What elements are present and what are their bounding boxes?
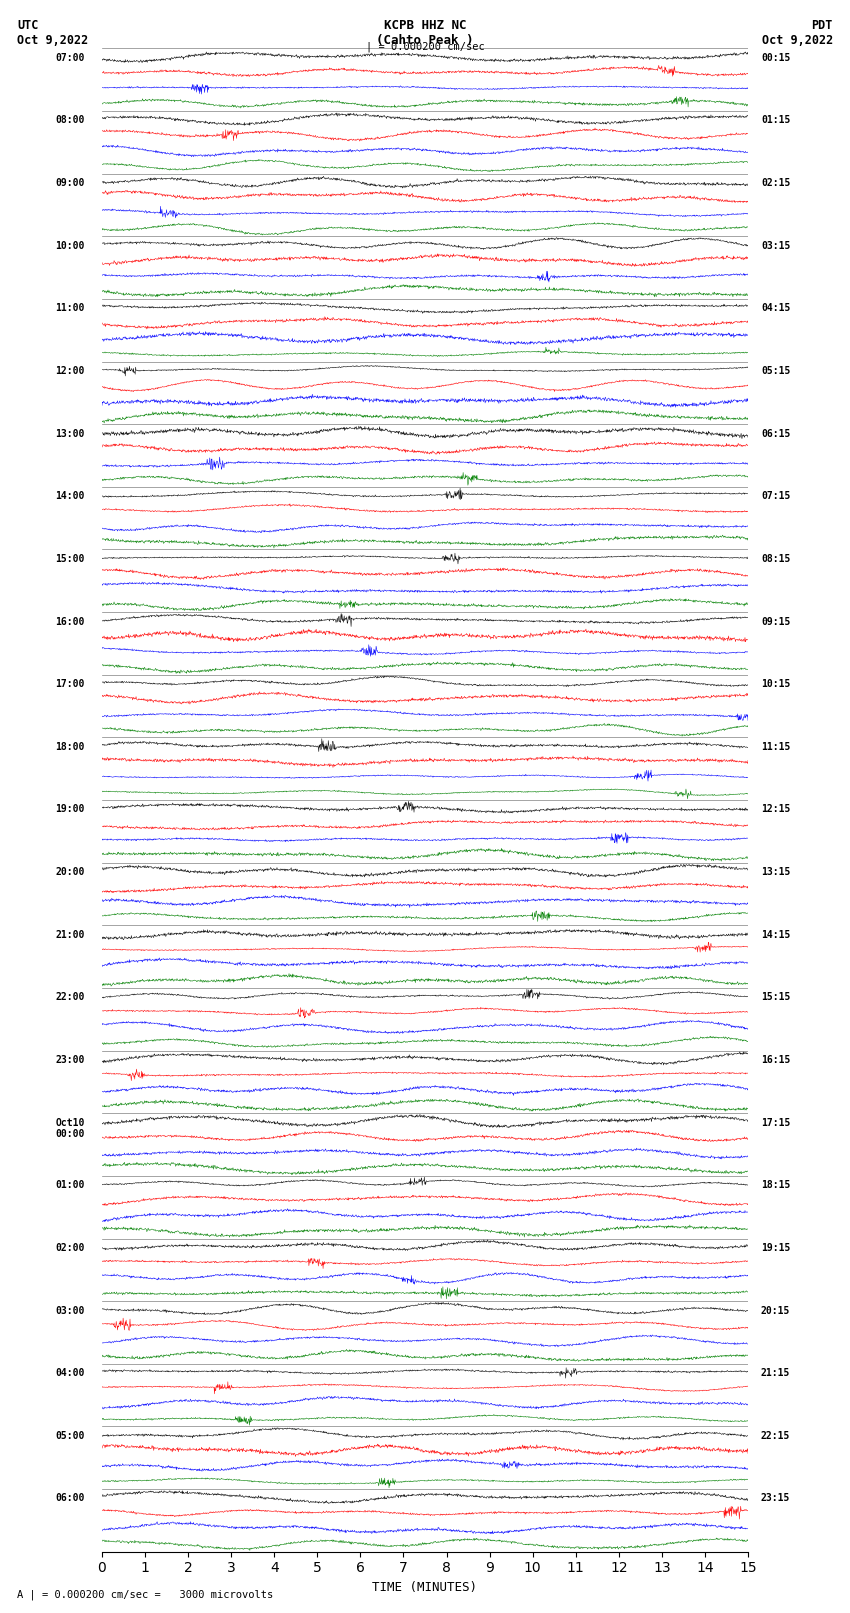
Text: 13:15: 13:15 — [761, 868, 790, 877]
Text: KCPB HHZ NC
(Cahto Peak ): KCPB HHZ NC (Cahto Peak ) — [377, 19, 473, 47]
Text: 17:15: 17:15 — [761, 1118, 790, 1127]
Text: 11:00: 11:00 — [55, 303, 85, 313]
Text: 09:15: 09:15 — [761, 616, 790, 626]
Text: 03:00: 03:00 — [55, 1305, 85, 1316]
Text: 02:15: 02:15 — [761, 177, 790, 189]
Text: 21:00: 21:00 — [55, 929, 85, 940]
Text: 06:15: 06:15 — [761, 429, 790, 439]
Text: 16:15: 16:15 — [761, 1055, 790, 1065]
Text: 15:15: 15:15 — [761, 992, 790, 1002]
Text: 17:00: 17:00 — [55, 679, 85, 689]
Text: 03:15: 03:15 — [761, 240, 790, 250]
Text: 04:00: 04:00 — [55, 1368, 85, 1378]
Text: 16:00: 16:00 — [55, 616, 85, 626]
X-axis label: TIME (MINUTES): TIME (MINUTES) — [372, 1581, 478, 1594]
Text: 01:15: 01:15 — [761, 116, 790, 126]
Text: 20:00: 20:00 — [55, 868, 85, 877]
Text: PDT
Oct 9,2022: PDT Oct 9,2022 — [762, 19, 833, 47]
Text: UTC
Oct 9,2022: UTC Oct 9,2022 — [17, 19, 88, 47]
Text: 19:00: 19:00 — [55, 805, 85, 815]
Text: 08:00: 08:00 — [55, 116, 85, 126]
Text: 12:00: 12:00 — [55, 366, 85, 376]
Text: | = 0.000200 cm/sec: | = 0.000200 cm/sec — [366, 42, 484, 53]
Text: 13:00: 13:00 — [55, 429, 85, 439]
Text: 15:00: 15:00 — [55, 553, 85, 565]
Text: Oct10
00:00: Oct10 00:00 — [55, 1118, 85, 1139]
Text: 10:15: 10:15 — [761, 679, 790, 689]
Text: 19:15: 19:15 — [761, 1244, 790, 1253]
Text: 14:15: 14:15 — [761, 929, 790, 940]
Text: A | = 0.000200 cm/sec =   3000 microvolts: A | = 0.000200 cm/sec = 3000 microvolts — [17, 1589, 273, 1600]
Text: 18:15: 18:15 — [761, 1181, 790, 1190]
Text: 04:15: 04:15 — [761, 303, 790, 313]
Text: 20:15: 20:15 — [761, 1305, 790, 1316]
Text: 02:00: 02:00 — [55, 1244, 85, 1253]
Text: 22:00: 22:00 — [55, 992, 85, 1002]
Text: 22:15: 22:15 — [761, 1431, 790, 1440]
Text: 14:00: 14:00 — [55, 492, 85, 502]
Text: 05:00: 05:00 — [55, 1431, 85, 1440]
Text: 05:15: 05:15 — [761, 366, 790, 376]
Text: 21:15: 21:15 — [761, 1368, 790, 1378]
Text: 08:15: 08:15 — [761, 553, 790, 565]
Text: 07:15: 07:15 — [761, 492, 790, 502]
Text: 07:00: 07:00 — [55, 53, 85, 63]
Text: 01:00: 01:00 — [55, 1181, 85, 1190]
Text: 12:15: 12:15 — [761, 805, 790, 815]
Text: 06:00: 06:00 — [55, 1494, 85, 1503]
Text: 23:00: 23:00 — [55, 1055, 85, 1065]
Text: 09:00: 09:00 — [55, 177, 85, 189]
Text: 11:15: 11:15 — [761, 742, 790, 752]
Text: 18:00: 18:00 — [55, 742, 85, 752]
Text: 00:15: 00:15 — [761, 53, 790, 63]
Text: 23:15: 23:15 — [761, 1494, 790, 1503]
Text: 10:00: 10:00 — [55, 240, 85, 250]
